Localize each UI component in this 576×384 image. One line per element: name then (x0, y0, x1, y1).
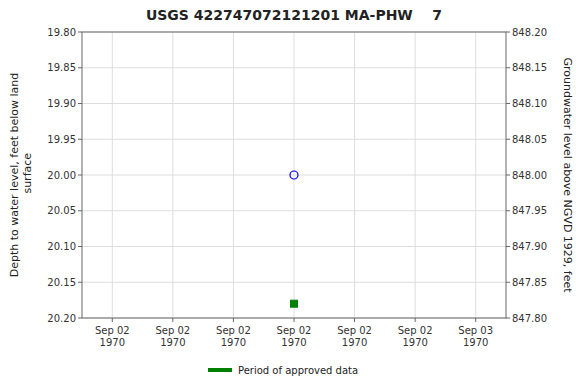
grid-line-x (112, 32, 113, 318)
tick-y (78, 139, 82, 140)
tick-y (78, 32, 82, 33)
tick-label-x: Sep 021970 (398, 325, 433, 348)
tick-x (475, 318, 476, 322)
tick-label-x: Sep 021970 (155, 325, 190, 348)
tick-label-x: Sep 021970 (95, 325, 130, 348)
tick-label-x: Sep 021970 (277, 325, 312, 348)
legend-swatch (208, 368, 232, 372)
axis-label-y: Depth to water level, feet below land su… (8, 73, 34, 278)
tick-label-y: 20.10 (47, 241, 76, 252)
tick-label-y2: 847.95 (512, 205, 547, 216)
tick-label-y: 20.00 (47, 170, 76, 181)
tick-label-y2: 848.20 (512, 27, 547, 38)
tick-label-y: 19.90 (47, 98, 76, 109)
tick-y2 (506, 103, 510, 104)
tick-x (354, 318, 355, 322)
tick-y2 (506, 210, 510, 211)
tick-x (233, 318, 234, 322)
tick-label-y: 19.80 (47, 27, 76, 38)
grid-line-x (354, 32, 355, 318)
background (0, 0, 576, 384)
title: USGS 422747072121201 MA-PHW 7 (146, 7, 442, 23)
tick-y2 (506, 32, 510, 33)
legend: Period of approved data (208, 365, 358, 376)
tick-label-y: 20.05 (47, 205, 76, 216)
tick-y (78, 210, 82, 211)
tick-label-y: 19.95 (47, 134, 76, 145)
tick-y (78, 282, 82, 283)
tick-label-y: 20.20 (47, 313, 76, 324)
plot-frame (82, 32, 506, 318)
tick-label-y2: 848.15 (512, 62, 547, 73)
axes: 19.80 19.85 19.90 19.95 20.00 20.05 20.10 20.15… (47, 27, 547, 349)
legend-label: Period of approved data (238, 365, 358, 376)
tick-x (112, 318, 113, 322)
tick-x (172, 318, 173, 322)
axis-label-y2: Groundwater level above NGVD 1929, feet (561, 57, 574, 293)
tick-y2 (506, 139, 510, 140)
tick-label-y2: 847.90 (512, 241, 547, 252)
grid-line-x (233, 32, 234, 318)
tick-label-x: Sep 031970 (458, 325, 493, 348)
tick-y (78, 103, 82, 104)
grid-line-x (415, 32, 416, 318)
tick-y2 (506, 67, 510, 68)
tick-label-y2: 847.80 (512, 313, 547, 324)
tick-label-y: 19.85 (47, 62, 76, 73)
tick-label-y2: 847.85 (512, 277, 547, 288)
tick-y2 (506, 318, 510, 319)
tick-y (78, 175, 82, 176)
marks (290, 171, 298, 307)
tick-label-y2: 848.10 (512, 98, 547, 109)
tick-y (78, 67, 82, 68)
grid-line-x (475, 32, 476, 318)
tick-label-y2: 848.00 (512, 170, 547, 181)
point-square (291, 300, 298, 307)
tick-label-x: Sep 021970 (216, 325, 251, 348)
tick-y2 (506, 175, 510, 176)
tick-x (415, 318, 416, 322)
point-open-circle (290, 171, 298, 179)
tick-y2 (506, 282, 510, 283)
chart: USGS 422747072121201 MA-PHW 719.8019.851… (0, 0, 576, 384)
tick-y (78, 246, 82, 247)
grid-line-x (294, 32, 295, 318)
grid (82, 32, 506, 318)
tick-y2 (506, 246, 510, 247)
tick-label-x: Sep 021970 (337, 325, 372, 348)
tick-label-y2: 848.05 (512, 134, 547, 145)
tick-x (294, 318, 295, 322)
tick-label-y: 20.15 (47, 277, 76, 288)
grid-line-x (172, 32, 173, 318)
tick-y (78, 318, 82, 319)
